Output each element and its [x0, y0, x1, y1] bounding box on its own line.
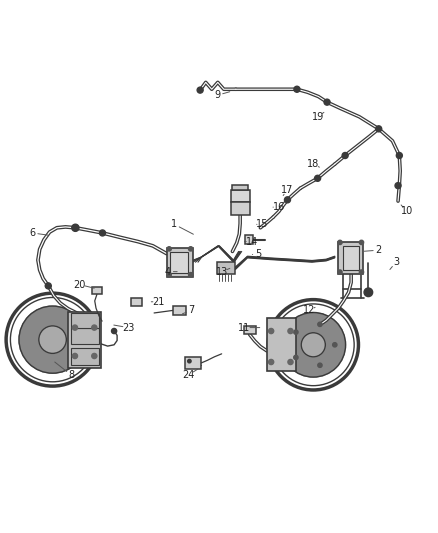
- Circle shape: [284, 197, 290, 203]
- Circle shape: [359, 270, 363, 274]
- Circle shape: [72, 225, 78, 231]
- Circle shape: [375, 126, 381, 132]
- Bar: [131, 298, 142, 306]
- Text: 2: 2: [374, 245, 381, 255]
- Text: 17: 17: [281, 185, 293, 195]
- Bar: [232, 185, 247, 190]
- Bar: [266, 318, 295, 372]
- Text: 4: 4: [164, 266, 170, 277]
- Text: 8: 8: [68, 370, 74, 380]
- Circle shape: [293, 86, 299, 92]
- Circle shape: [337, 240, 341, 245]
- Circle shape: [359, 240, 363, 245]
- Circle shape: [99, 230, 105, 236]
- Circle shape: [166, 247, 171, 251]
- Circle shape: [287, 328, 293, 334]
- Circle shape: [300, 333, 325, 357]
- Text: 16: 16: [272, 202, 284, 212]
- Circle shape: [197, 87, 203, 93]
- Bar: [185, 357, 201, 369]
- Circle shape: [39, 326, 66, 353]
- Circle shape: [323, 99, 329, 105]
- Bar: [68, 312, 101, 368]
- Circle shape: [166, 272, 171, 277]
- Circle shape: [317, 322, 321, 327]
- Circle shape: [72, 353, 78, 359]
- Text: 12: 12: [302, 305, 314, 316]
- Circle shape: [280, 312, 345, 377]
- Circle shape: [111, 328, 117, 334]
- Text: 7: 7: [188, 305, 194, 316]
- Text: 5: 5: [254, 249, 261, 260]
- Bar: [173, 306, 186, 314]
- Bar: [166, 248, 193, 277]
- Circle shape: [314, 175, 320, 181]
- Circle shape: [293, 330, 297, 334]
- Text: 18: 18: [307, 159, 319, 169]
- Circle shape: [188, 247, 192, 251]
- Circle shape: [337, 270, 341, 274]
- Circle shape: [188, 272, 192, 277]
- Text: 1: 1: [171, 220, 177, 229]
- Circle shape: [341, 152, 347, 158]
- Text: 11: 11: [238, 322, 250, 333]
- Circle shape: [293, 356, 297, 360]
- Bar: [230, 190, 249, 202]
- Text: 13: 13: [215, 266, 227, 277]
- Bar: [71, 312, 99, 328]
- Circle shape: [363, 288, 372, 297]
- Text: 9: 9: [214, 90, 220, 100]
- Bar: [217, 262, 235, 274]
- Bar: [71, 348, 99, 365]
- Bar: [230, 202, 249, 215]
- Circle shape: [394, 183, 400, 189]
- Bar: [337, 241, 362, 274]
- Text: 20: 20: [73, 280, 86, 289]
- Bar: [245, 235, 252, 244]
- Bar: [342, 246, 358, 270]
- Text: 21: 21: [152, 297, 164, 307]
- Circle shape: [72, 325, 78, 330]
- Text: 19: 19: [311, 112, 323, 122]
- Circle shape: [45, 283, 51, 289]
- Text: 6: 6: [29, 228, 35, 238]
- Text: 3: 3: [392, 257, 398, 267]
- Circle shape: [317, 363, 321, 367]
- Bar: [243, 326, 255, 335]
- Circle shape: [19, 306, 86, 373]
- Text: 14: 14: [245, 237, 257, 247]
- Bar: [92, 287, 102, 294]
- Text: 23: 23: [122, 322, 134, 333]
- Text: 10: 10: [399, 206, 412, 216]
- Bar: [170, 252, 187, 273]
- Circle shape: [268, 328, 273, 334]
- Circle shape: [332, 343, 336, 347]
- Circle shape: [92, 353, 97, 359]
- Circle shape: [268, 359, 273, 365]
- Circle shape: [287, 359, 293, 365]
- Circle shape: [396, 152, 402, 158]
- Circle shape: [187, 359, 191, 363]
- Text: 15: 15: [256, 220, 268, 229]
- Bar: [71, 328, 99, 344]
- Circle shape: [92, 325, 97, 330]
- Text: 24: 24: [182, 370, 194, 380]
